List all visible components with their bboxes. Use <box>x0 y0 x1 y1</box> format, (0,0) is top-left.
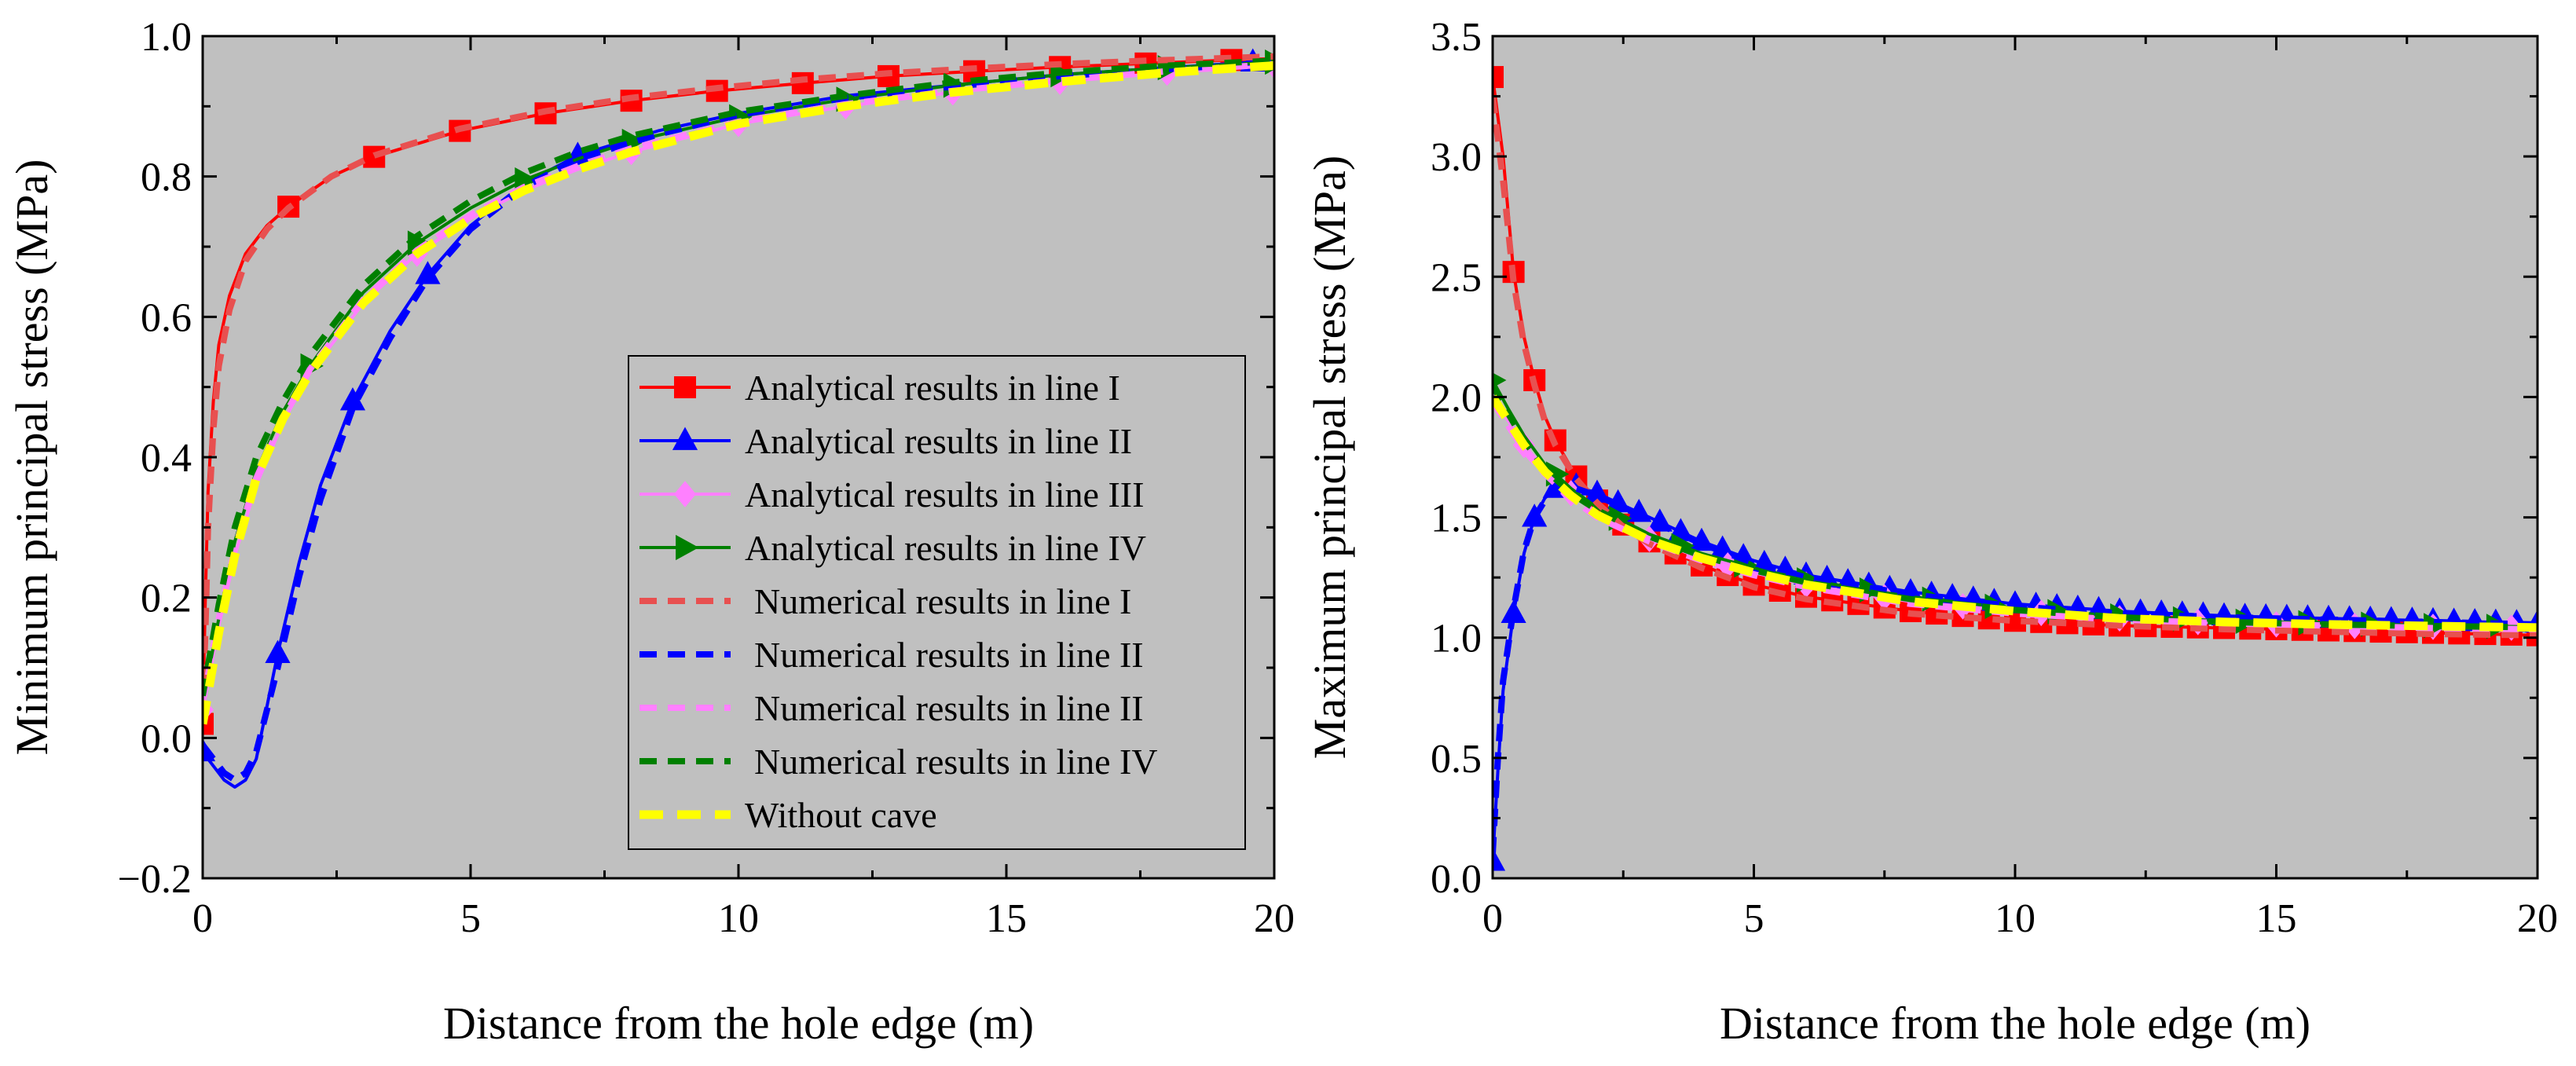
y-tick-label-7: 3.5 <box>1431 15 1482 60</box>
legend-label-7: Numerical results in line IV <box>754 742 1158 782</box>
legend-label-1: Analytical results in line II <box>745 421 1132 461</box>
x-tick-label-3: 15 <box>986 896 1027 941</box>
y-tick-label-4: 0.6 <box>141 295 192 340</box>
legend-label-3: Analytical results in line IV <box>745 528 1146 568</box>
y-tick-label-6: 1.0 <box>141 15 192 60</box>
x-axis-title: Distance from the hole edge (m) <box>1720 998 2310 1049</box>
y-tick-label-4: 2.0 <box>1431 375 1482 420</box>
x-axis: 0 5 10 15 20 <box>192 36 1295 941</box>
series-line-4 <box>1493 96 2538 639</box>
series-1-marker-2 <box>339 387 366 411</box>
x-axis-title: Distance from the hole edge (m) <box>443 998 1034 1049</box>
series-0-marker-2 <box>363 145 386 168</box>
y-tick-label-1: 0.0 <box>141 716 192 761</box>
y-axis-title: Maximum principal stress (MPa) <box>1304 156 1355 759</box>
series-0-marker-0 <box>1493 66 1504 89</box>
series-1-marker-7 <box>1626 498 1652 522</box>
legend: Analytical results in line I Analytical r… <box>628 355 1246 850</box>
y-tick-label-0: −0.2 <box>118 857 192 902</box>
series-group <box>203 48 1274 789</box>
y-tick-label-5: 0.8 <box>141 156 192 200</box>
x-tick-label-2: 10 <box>718 896 759 941</box>
x-tick-label-1: 5 <box>1744 896 1764 941</box>
legend-swatch-marker-3 <box>676 534 699 561</box>
y-tick-label-1: 0.5 <box>1431 737 1482 782</box>
legend-box <box>628 355 1246 850</box>
series-line-5 <box>1493 485 2538 855</box>
legend-swatch-marker-2 <box>674 481 696 507</box>
y-tick-label-3: 0.4 <box>141 436 192 481</box>
series-3-marker-0 <box>1493 372 1507 388</box>
y-tick-label-2: 0.2 <box>141 577 192 621</box>
plot-area <box>1493 36 2538 878</box>
left-chart-minimum-principal-stress: 0 5 10 15 20 −0.2 0.0 0.2 0.4 0.6 0.8 1.0 Distance f… <box>6 15 1295 1049</box>
series-line-4 <box>203 53 1274 710</box>
legend-label-8: Without cave <box>745 795 937 835</box>
series-line-8 <box>1493 394 2538 632</box>
y-tick-label-2: 1.0 <box>1431 617 1482 661</box>
x-tick-label-0: 0 <box>192 896 213 941</box>
legend-label-5: Numerical results in line II <box>754 635 1144 675</box>
y-axis: −0.2 0.0 0.2 0.4 0.6 0.8 1.0 <box>118 15 1274 902</box>
y-tick-label-6: 3.0 <box>1431 135 1482 180</box>
legend-label-2: Analytical results in line III <box>745 474 1144 515</box>
y-tick-label-0: 0.0 <box>1431 857 1482 902</box>
series-line-7 <box>203 57 1274 697</box>
x-tick-label-4: 20 <box>2517 896 2558 941</box>
x-tick-label-0: 0 <box>1482 896 1503 941</box>
legend-swatch-marker-1 <box>672 427 698 450</box>
series-group <box>1493 66 2538 871</box>
series-line-8 <box>203 61 1274 725</box>
legend-label-0: Analytical results in line I <box>745 368 1120 408</box>
y-axis-title: Minimum principal stress (MPa) <box>6 159 57 756</box>
y-tick-label-3: 1.5 <box>1431 496 1482 541</box>
series-1-marker-11 <box>1709 535 1735 559</box>
series-1-marker-6 <box>1605 489 1631 513</box>
series-markers-0 <box>203 49 1243 735</box>
series-1-marker-0 <box>1493 848 1506 871</box>
y-tick-label-5: 2.5 <box>1431 255 1482 300</box>
series-1-marker-5 <box>1584 479 1610 503</box>
x-tick-label-1: 5 <box>460 896 481 941</box>
x-tick-label-2: 10 <box>1995 896 2036 941</box>
series-1-marker-1 <box>1501 599 1526 623</box>
right-chart-maximum-principal-stress: 0 5 10 15 20 0.0 0.5 1.0 1.5 2.0 2.5 3.0 3.5 Distance… <box>1304 15 2558 1049</box>
x-tick-label-3: 15 <box>2256 896 2297 941</box>
legend-label-6: Numerical results in line II <box>754 688 1144 728</box>
x-axis: 0 5 10 15 20 <box>1482 36 2558 941</box>
x-tick-label-4: 20 <box>1254 896 1295 941</box>
y-axis: 0.0 0.5 1.0 1.5 2.0 2.5 3.0 3.5 <box>1431 15 2538 902</box>
legend-label-4: Numerical results in line I <box>754 581 1131 621</box>
series-1-marker-1 <box>265 639 291 664</box>
series-1-marker-3 <box>415 261 441 284</box>
legend-swatch-marker-0 <box>674 376 696 398</box>
